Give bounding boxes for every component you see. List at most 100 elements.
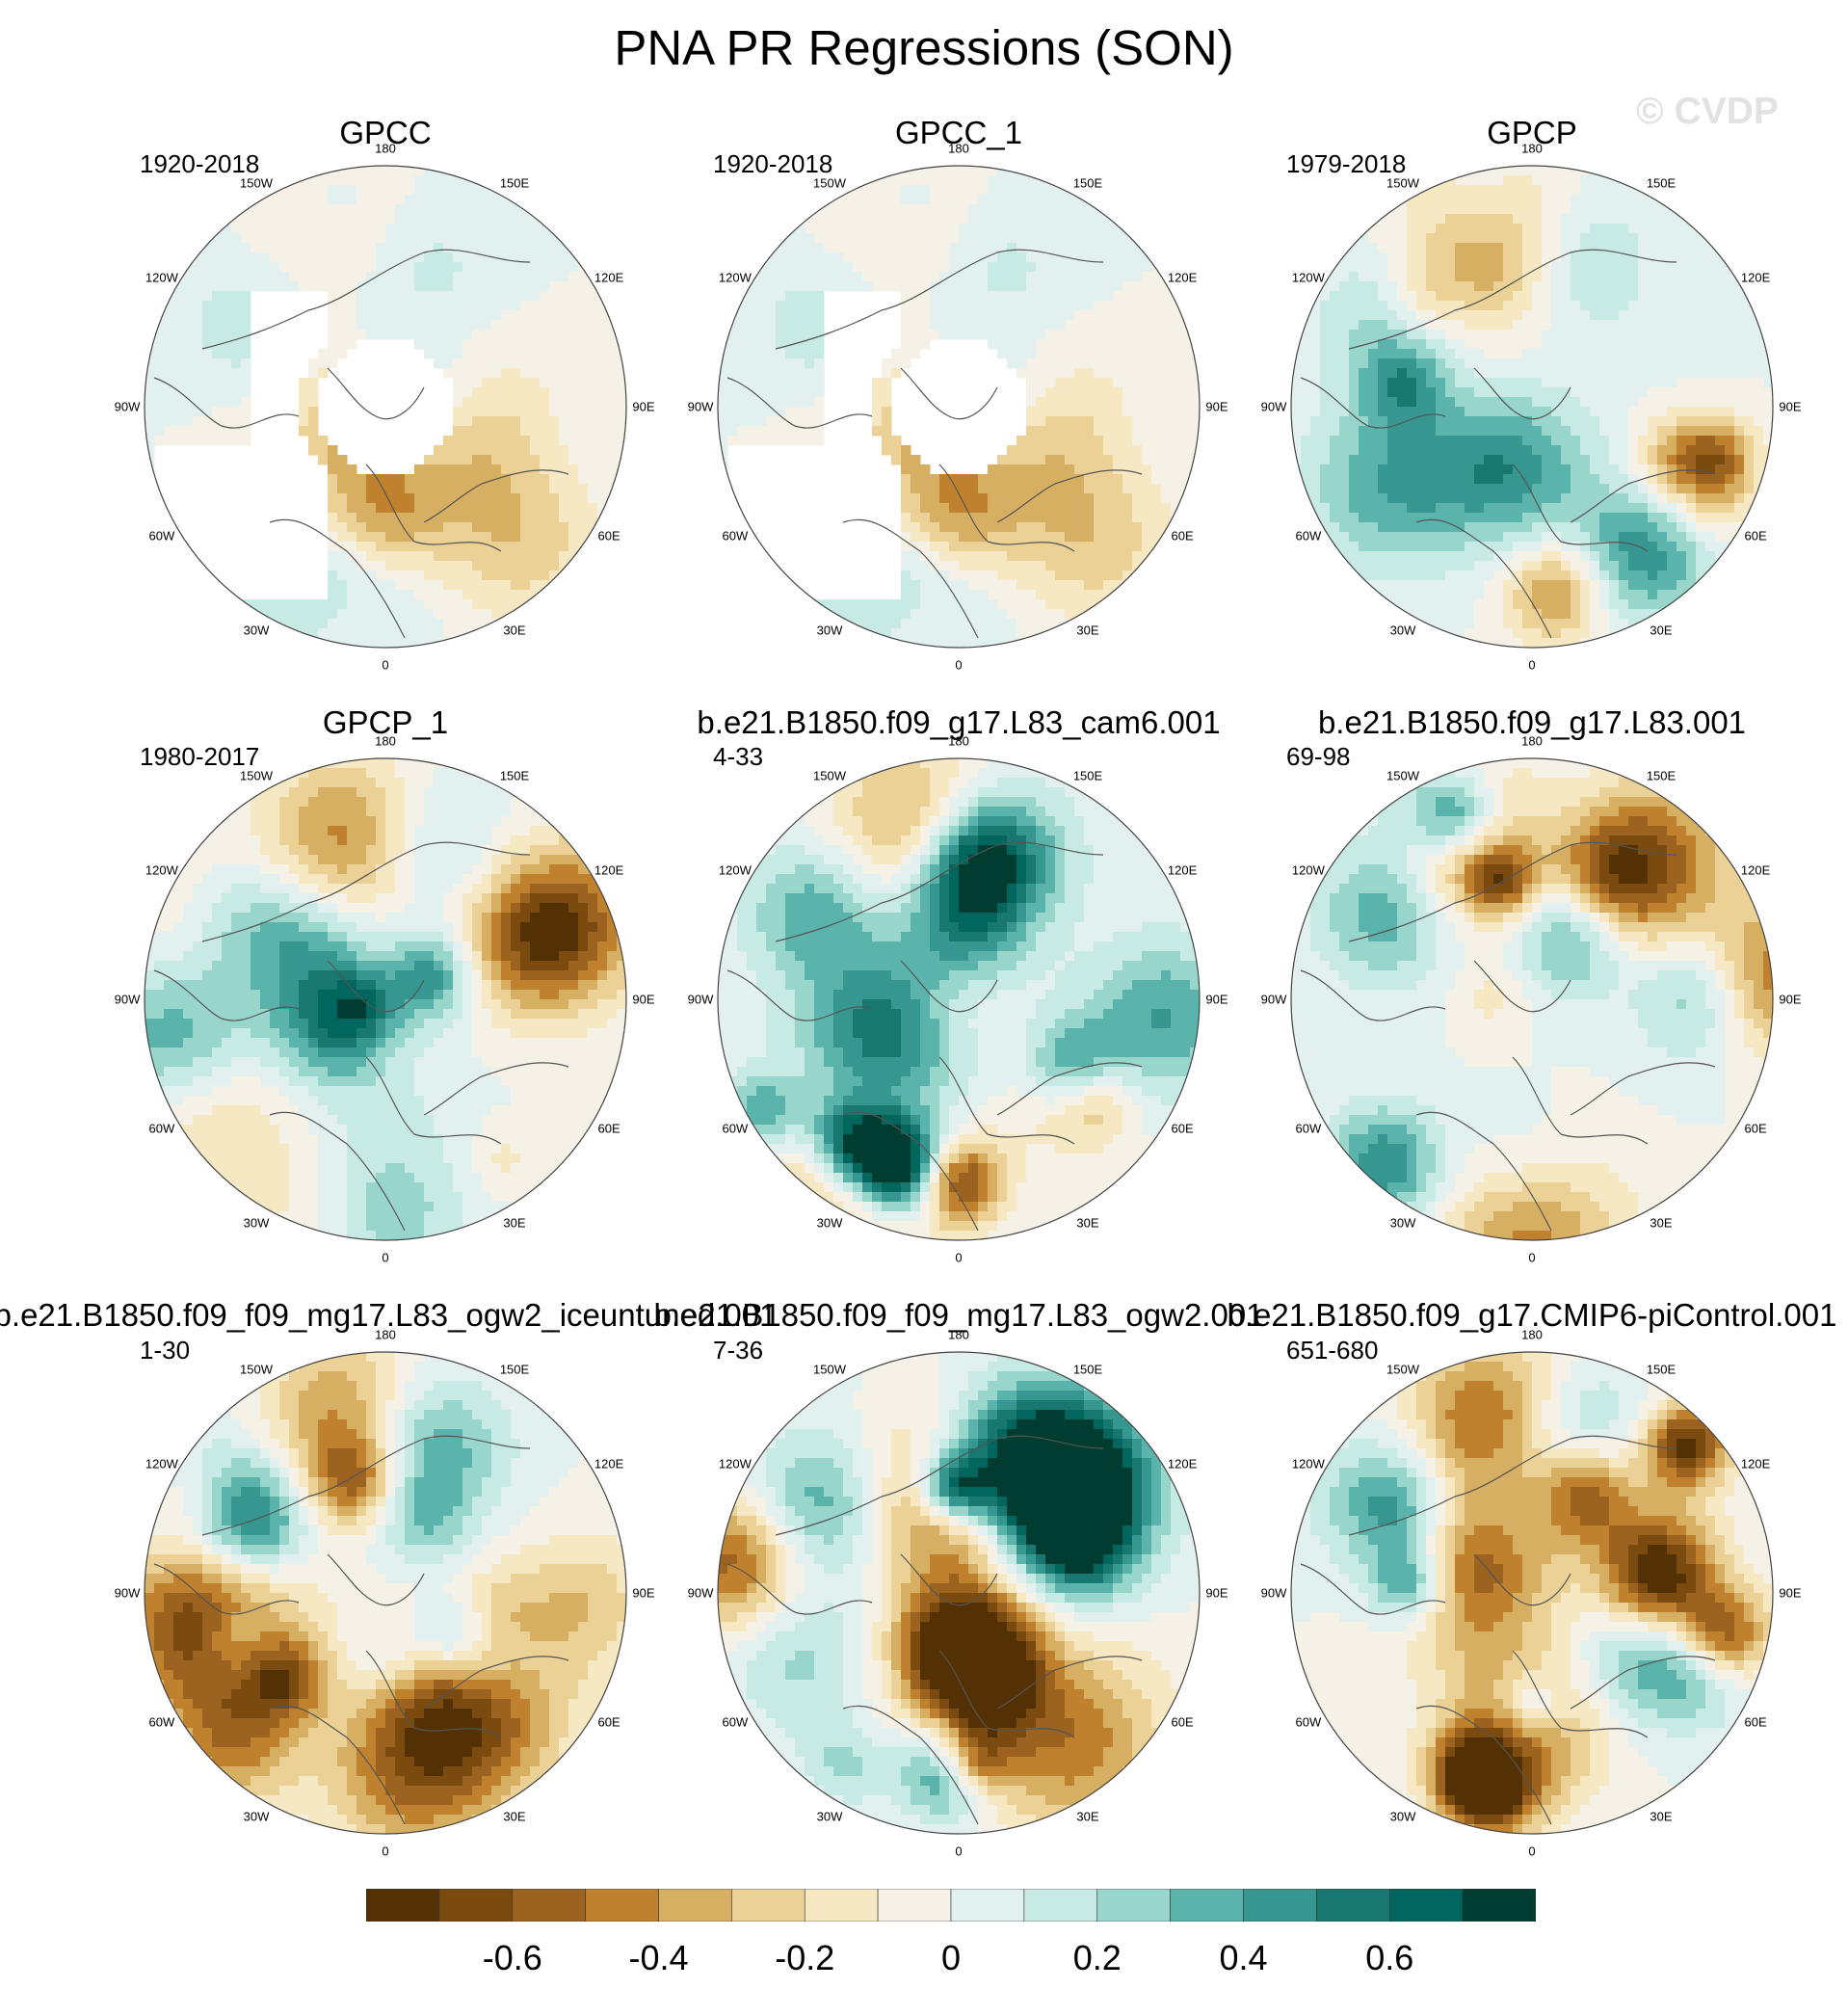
field-cell [920,166,931,176]
field-cell [1580,397,1591,408]
field-cell [453,513,463,523]
field-cell [1676,513,1687,523]
field-cell [1065,580,1075,591]
field-cell [1074,252,1085,263]
field-cell [1734,464,1745,475]
field-cell [1084,522,1095,533]
field-cell [1301,455,1311,465]
field-cell [395,330,406,340]
field-cell [1763,387,1773,398]
field-cell [559,320,569,331]
field-cell [1122,455,1133,465]
field-cell [1561,474,1571,485]
field-cell [482,339,492,350]
field-cell [1484,301,1494,311]
field-cell [1339,252,1350,263]
field-cell [202,301,213,311]
field-cell [1103,291,1114,302]
field-cell [1676,542,1687,552]
field-cell [347,330,357,340]
field-cell [1522,464,1533,475]
field-cell [193,281,203,292]
field-cell [1734,474,1745,485]
field-cell [347,580,357,591]
field-cell [1378,301,1388,311]
field-cell [1151,320,1162,331]
field-cell [443,609,454,620]
field-cell [1619,513,1629,523]
field-cell [766,262,777,273]
field-cell [1171,436,1181,446]
field-cell [1055,503,1066,514]
field-cell [1007,262,1017,273]
field-cell [270,214,280,225]
field-cell [1455,464,1465,475]
field-cell [1055,542,1066,552]
field-cell [1036,204,1046,215]
field-cell [540,532,550,543]
field-cell [588,339,598,350]
field-cell [1301,474,1311,485]
field-cell [795,233,805,244]
field-cell [1676,349,1687,359]
field-cell [1715,281,1726,292]
field-cell [1493,493,1504,504]
field-cell [1094,570,1104,581]
field-cell [727,339,738,350]
field-cell [1667,416,1677,427]
field-cell [1016,175,1027,186]
field-cell [1503,416,1514,427]
field-cell [424,349,435,359]
field-cell [1036,349,1046,359]
field-cell [1638,426,1649,437]
field-cell [1426,339,1437,350]
field-cell [183,368,194,379]
field-cell [1474,252,1485,263]
field-cell [959,166,969,176]
field-cell [1484,310,1494,321]
field-cell [366,590,377,600]
field-cell [540,378,550,388]
field-cell [997,195,1008,205]
field-cell [1416,532,1427,543]
field-cell [222,320,232,331]
field-cell [930,570,940,581]
field-cell [939,551,950,562]
field-cell [241,339,251,350]
field-cell [395,503,406,514]
field-cell [530,580,541,591]
field-cell [1734,397,1745,408]
field-cell [501,301,512,311]
field-cell [1359,310,1369,321]
field-cell [1455,214,1465,225]
field-cell [1103,503,1114,514]
field-cell [1161,513,1172,523]
field-cell [520,590,531,600]
field-cell [747,301,757,311]
field-cell [1686,474,1697,485]
field-cell [1065,204,1075,215]
field-cell [183,426,194,437]
field-cell [1465,484,1475,494]
field-cell [1628,358,1639,369]
field-cell [501,570,512,581]
field-cell [1676,522,1687,533]
field-cell [1151,301,1162,311]
field-cell [1387,195,1398,205]
field-cell [453,358,463,369]
field-cell [617,426,626,437]
field-cell [1397,484,1408,494]
field-cell [193,291,203,302]
field-cell [756,436,767,446]
field-cell [1657,262,1668,273]
field-cell [289,272,300,282]
field-cell [1055,561,1066,571]
field-cell [1416,426,1427,437]
field-cell [1378,464,1388,475]
field-cell [607,378,618,388]
field-cell [1397,513,1408,523]
field-cell [366,532,377,543]
field-cell [540,455,550,465]
field-cell [1330,349,1340,359]
field-cell [1705,272,1716,282]
